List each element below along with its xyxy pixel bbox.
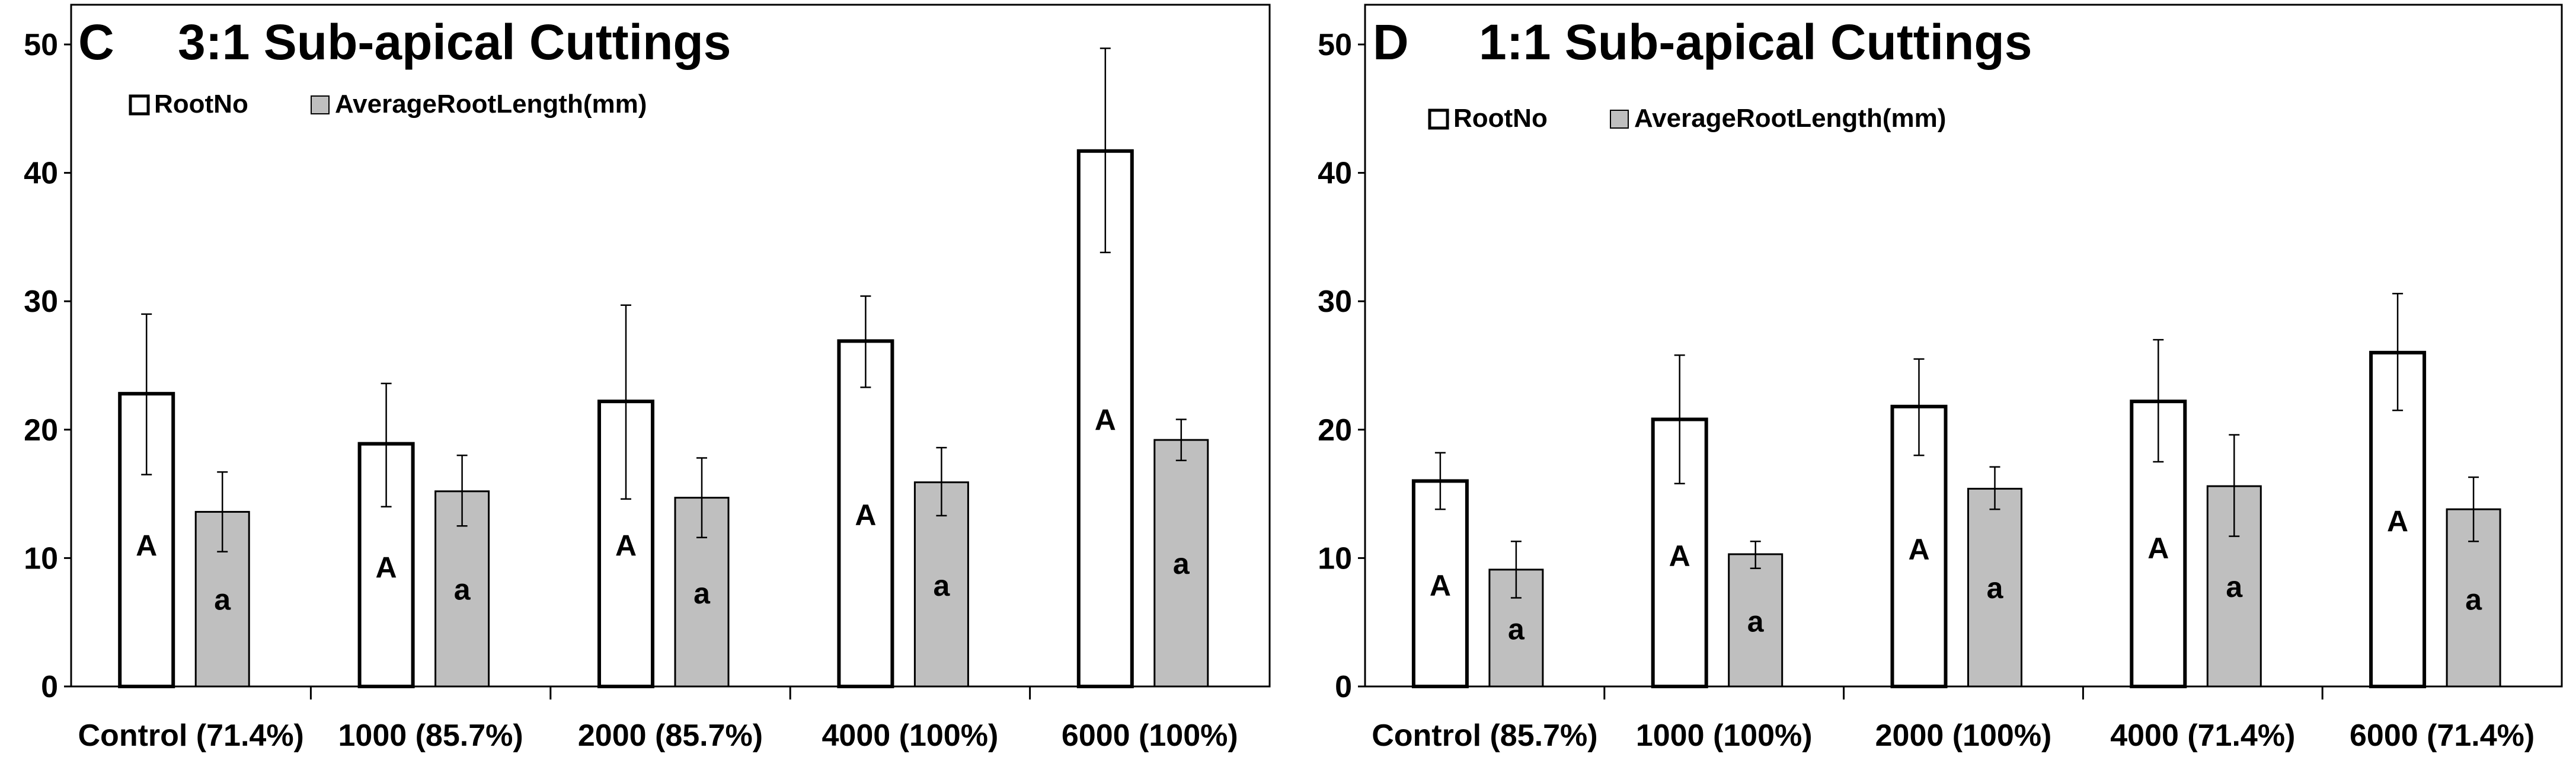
- y-tick-label: 50: [1318, 28, 1352, 62]
- significance-letter: a: [693, 577, 711, 610]
- significance-letter: A: [376, 551, 397, 584]
- legend-label: AverageRootLength(mm): [335, 90, 647, 119]
- significance-letter: A: [1095, 403, 1116, 436]
- significance-letter: a: [1987, 571, 2004, 605]
- legend-label: AverageRootLength(mm): [1634, 104, 1946, 133]
- y-tick-label: 30: [24, 285, 58, 319]
- significance-letter: a: [214, 583, 231, 617]
- significance-letter: A: [1908, 533, 1929, 566]
- y-tick-label: 40: [24, 156, 58, 191]
- significance-letter: A: [1430, 569, 1451, 602]
- significance-letter: a: [2465, 583, 2482, 617]
- bar-rootno-2: [357, 442, 415, 688]
- bar-rootno-4: [837, 339, 894, 688]
- legend-swatch: [1610, 110, 1629, 129]
- x-category-label: 2000 (85.7%): [578, 718, 763, 753]
- legend-label: RootNo: [1453, 104, 1548, 133]
- panel-letter: D: [1373, 14, 1409, 70]
- legend-swatch: [1428, 108, 1449, 130]
- chart-panel-c: 0 10 20 30 40 50 Control (71.4%) 1000 (85.7%) 20…: [24, 4, 1271, 753]
- legend: RootNo AverageRootLength(mm): [129, 90, 647, 119]
- bar-rootlength-5: [1153, 439, 1209, 688]
- significance-letter: a: [2226, 570, 2243, 603]
- y-tick-label: 30: [1318, 285, 1352, 319]
- significance-letter: a: [454, 573, 471, 606]
- significance-letter: a: [1747, 605, 1765, 638]
- x-category-label: 1000 (85.7%): [338, 718, 523, 753]
- y-tick-label: 10: [1318, 541, 1352, 576]
- significance-letter: a: [1508, 613, 1525, 646]
- x-category-label: 4000 (100%): [822, 718, 999, 753]
- x-category-label: 6000 (100%): [1062, 718, 1238, 753]
- significance-letter: A: [615, 529, 637, 563]
- bar-rootlength-3: [1967, 487, 2022, 688]
- significance-letter: A: [1669, 539, 1690, 573]
- chart-panel-d: 0 10 20 30 40 50 Control (85.7%) 1000 (100%) 200…: [1318, 4, 2563, 753]
- x-category-label: 4000 (71.4%): [2110, 718, 2295, 753]
- y-tick-label: 20: [24, 413, 58, 448]
- y-tick-label: 50: [24, 28, 58, 62]
- x-category-label: Control (85.7%): [1372, 718, 1597, 753]
- y-tick-label: 0: [1335, 670, 1352, 704]
- x-category-label: 6000 (71.4%): [2350, 718, 2535, 753]
- plot-frame: [1364, 4, 2563, 688]
- significance-letter: a: [933, 569, 950, 602]
- chart-title: 1:1 Sub-apical Cuttings: [1479, 14, 2032, 70]
- legend: RootNo AverageRootLength(mm): [1428, 104, 1946, 133]
- bar-rootno-1: [1411, 479, 1469, 688]
- chart-title: 3:1 Sub-apical Cuttings: [178, 14, 731, 70]
- significance-letter: A: [136, 529, 157, 563]
- significance-letter: A: [2387, 505, 2408, 538]
- legend-swatch: [129, 94, 150, 116]
- y-tick-label: 10: [24, 541, 58, 576]
- x-category-label: 1000 (100%): [1636, 718, 1813, 753]
- legend-label: RootNo: [154, 90, 248, 119]
- y-tick-label: 40: [1318, 156, 1352, 191]
- significance-letter: a: [1173, 547, 1190, 580]
- legend-swatch: [311, 95, 330, 114]
- x-category-label: 2000 (100%): [1875, 718, 2052, 753]
- bar-rootlength-2: [1728, 553, 1784, 688]
- significance-letter: A: [855, 499, 876, 532]
- y-tick-label: 0: [41, 670, 58, 704]
- plot-frame: [70, 4, 1271, 688]
- panel-letter: C: [78, 14, 114, 70]
- y-tick-label: 20: [1318, 413, 1352, 448]
- x-category-label: Control (71.4%): [78, 718, 304, 753]
- significance-letter: A: [2147, 532, 2169, 565]
